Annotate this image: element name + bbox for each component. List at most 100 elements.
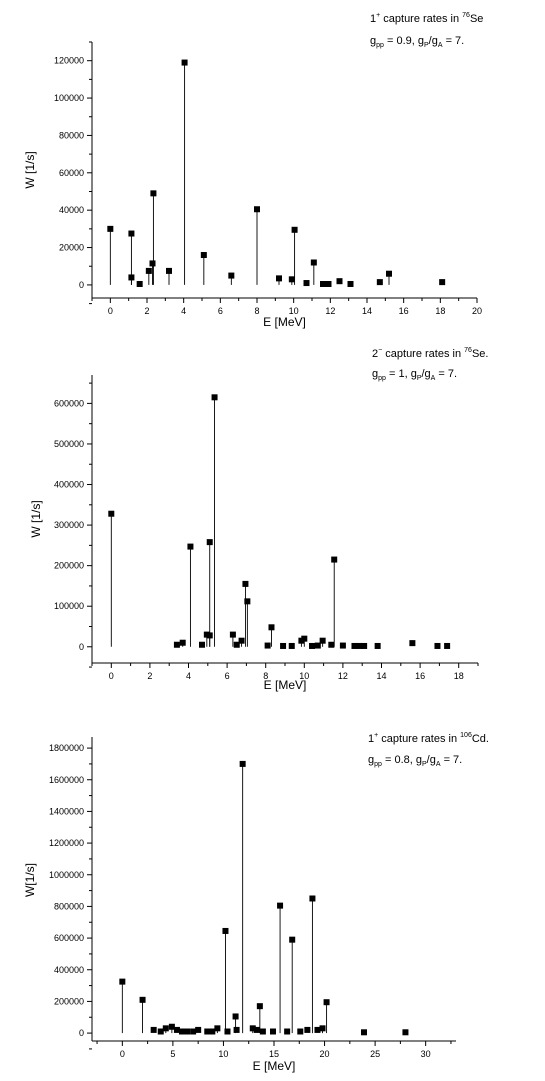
data-point xyxy=(374,642,381,649)
data-point xyxy=(166,267,172,274)
x-tick-label: 0 xyxy=(120,1049,125,1059)
x-tick-label: 6 xyxy=(218,306,223,316)
data-point xyxy=(288,642,295,649)
data-point xyxy=(301,635,308,642)
data-point xyxy=(360,1029,367,1036)
y-tick-label: 20000 xyxy=(59,243,84,253)
data-point xyxy=(319,1025,326,1032)
y-tick-label: 600000 xyxy=(54,933,84,943)
data-point xyxy=(162,1025,169,1032)
data-point xyxy=(320,280,326,287)
data-point xyxy=(264,642,271,649)
data-point xyxy=(229,631,236,638)
data-point xyxy=(187,543,194,550)
x-axis-label: E [MeV] xyxy=(264,678,307,692)
data-point xyxy=(173,641,180,648)
data-point xyxy=(444,642,451,649)
data-point xyxy=(304,1026,311,1033)
data-point xyxy=(228,272,235,279)
x-tick-label: 0 xyxy=(109,671,114,681)
data-point xyxy=(297,1028,304,1035)
data-point xyxy=(291,226,298,233)
data-point xyxy=(179,639,186,646)
data-point xyxy=(139,996,146,1003)
data-point xyxy=(222,927,229,934)
y-tick-label: 100000 xyxy=(54,93,84,103)
y-tick-label: 300000 xyxy=(54,520,84,530)
data-point xyxy=(119,978,126,985)
data-point xyxy=(325,280,332,287)
data-point xyxy=(256,1003,263,1010)
data-point xyxy=(439,279,446,286)
data-point xyxy=(211,394,218,401)
data-point xyxy=(209,1028,216,1035)
x-tick-label: 16 xyxy=(399,306,409,316)
data-point xyxy=(149,260,156,267)
data-point xyxy=(168,1023,175,1030)
data-point xyxy=(314,642,321,649)
x-tick-label: 5 xyxy=(170,1049,175,1059)
data-point xyxy=(128,274,135,281)
data-point xyxy=(195,1026,202,1033)
y-tick-label: 1000000 xyxy=(49,870,84,880)
data-point xyxy=(238,637,245,644)
x-tick-label: 16 xyxy=(415,671,425,681)
chart-3: 0 200000 400000 600000 800000 1000000 1200000 1… xyxy=(23,732,489,1073)
data-point xyxy=(145,267,152,274)
y-tick-label: 800000 xyxy=(54,901,84,911)
y-tick-label: 1800000 xyxy=(49,743,84,753)
data-point xyxy=(204,1028,211,1035)
x-tick-label: 10 xyxy=(299,671,309,681)
y-tick-label: 500000 xyxy=(54,439,84,449)
data-point xyxy=(280,642,287,649)
x-tick-label: 18 xyxy=(454,671,464,681)
data-point xyxy=(386,270,392,277)
x-tick-label: 4 xyxy=(186,671,191,681)
x-tick-label: 20 xyxy=(472,306,482,316)
data-point xyxy=(356,642,363,649)
y-tick-label: 1200000 xyxy=(49,838,84,848)
data-point xyxy=(277,902,284,909)
data-point xyxy=(319,637,326,644)
data-point xyxy=(107,225,114,232)
x-axis-label: E [MeV] xyxy=(263,315,306,329)
data-point xyxy=(233,1026,240,1033)
data-point xyxy=(269,1028,276,1035)
data-point xyxy=(108,510,115,517)
chart-annotation-line1: 1+ capture rates in 106Cd. xyxy=(368,732,489,745)
y-tick-label: 400000 xyxy=(54,480,84,490)
x-tick-label: 20 xyxy=(320,1049,330,1059)
y-tick-label: 400000 xyxy=(54,965,84,975)
data-point xyxy=(310,259,317,266)
chart-2: 0 100000 200000 300000 400000 500000 600000 0 2 4… xyxy=(29,347,488,692)
x-tick-label: 12 xyxy=(325,306,335,316)
data-point xyxy=(233,641,240,648)
data-point xyxy=(214,1025,221,1032)
data-point xyxy=(376,279,383,286)
data-point xyxy=(150,1026,157,1033)
data-point xyxy=(303,280,310,287)
data-point xyxy=(157,1028,164,1035)
x-tick-label: 8 xyxy=(254,306,259,316)
data-point xyxy=(232,1013,239,1020)
data-point xyxy=(128,230,135,237)
data-point xyxy=(253,1026,260,1033)
data-point xyxy=(184,1028,191,1035)
data-point xyxy=(347,280,354,287)
data-point xyxy=(288,276,295,283)
y-tick-label: 200000 xyxy=(54,561,84,571)
data-point xyxy=(351,642,358,649)
x-tick-label: 2 xyxy=(144,306,149,316)
x-tick-label: 4 xyxy=(181,306,186,316)
data-point xyxy=(181,59,188,66)
x-tick-label: 0 xyxy=(108,306,113,316)
x-tick-label: 12 xyxy=(338,671,348,681)
y-axis-label: W [1/s] xyxy=(23,151,37,188)
data-point xyxy=(434,642,441,649)
y-tick-label: 0 xyxy=(79,642,84,652)
y-tick-label: 80000 xyxy=(59,130,84,140)
data-point xyxy=(173,1026,180,1033)
x-tick-label: 18 xyxy=(435,306,445,316)
x-tick-label: 15 xyxy=(269,1049,279,1059)
